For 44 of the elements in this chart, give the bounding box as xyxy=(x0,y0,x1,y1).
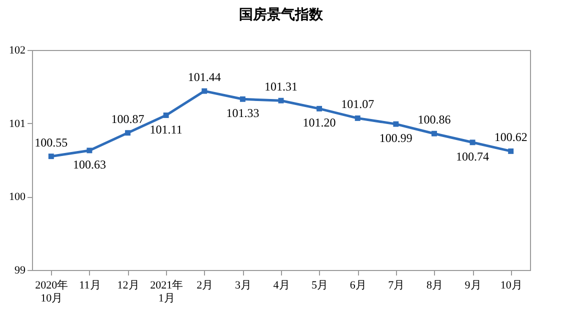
point xyxy=(86,148,92,154)
x-tick-label: 7月 xyxy=(388,280,405,292)
point xyxy=(240,96,246,102)
point xyxy=(163,112,169,118)
data-label: 100.63 xyxy=(72,157,106,172)
point xyxy=(508,148,514,154)
data-label: 100.74 xyxy=(456,149,490,164)
data-label: 100.87 xyxy=(111,112,144,126)
x-tick-label: 5月 xyxy=(312,280,328,292)
x-tick-label: 2020年 10月 xyxy=(35,280,68,304)
y-tick-label: 102 xyxy=(9,44,26,56)
data-label: 101.11 xyxy=(150,122,182,136)
x-tick-label: 2021年 1月 xyxy=(150,280,184,304)
data-label: 101.44 xyxy=(188,70,221,84)
point xyxy=(278,98,284,104)
x-tick-label: 4月 xyxy=(273,280,290,292)
point xyxy=(125,130,131,136)
x-tick-label: 3月 xyxy=(234,280,252,292)
data-label: 101.31 xyxy=(264,80,298,94)
x-tick-label: 12月 xyxy=(117,280,140,292)
data-label: 100.99 xyxy=(379,131,412,146)
point xyxy=(202,88,208,94)
x-tick-label: 8月 xyxy=(426,280,443,292)
point xyxy=(354,115,360,121)
chart-title: 国房景气指数 xyxy=(239,6,324,23)
x-tick-label: 10月 xyxy=(500,280,522,292)
data-label: 101.07 xyxy=(341,97,374,112)
data-label: 100.62 xyxy=(494,130,528,144)
point xyxy=(470,140,476,146)
x-tick-label: 6月 xyxy=(350,280,366,292)
data-label: 101.33 xyxy=(226,106,260,120)
y-tick-label: 100 xyxy=(9,191,26,204)
point xyxy=(393,121,399,127)
data-label: 101.20 xyxy=(302,116,336,130)
y-tick-label: 99 xyxy=(14,264,26,276)
data-label: 100.55 xyxy=(34,135,68,150)
point xyxy=(431,130,437,136)
data-label: 100.86 xyxy=(418,112,451,127)
x-tick-label: 9月 xyxy=(464,280,482,292)
y-tick-label: 101 xyxy=(9,118,26,130)
x-tick-label: 11月 xyxy=(79,280,101,292)
point xyxy=(48,154,54,160)
point xyxy=(316,106,322,112)
x-tick-label: 2月 xyxy=(196,280,214,292)
